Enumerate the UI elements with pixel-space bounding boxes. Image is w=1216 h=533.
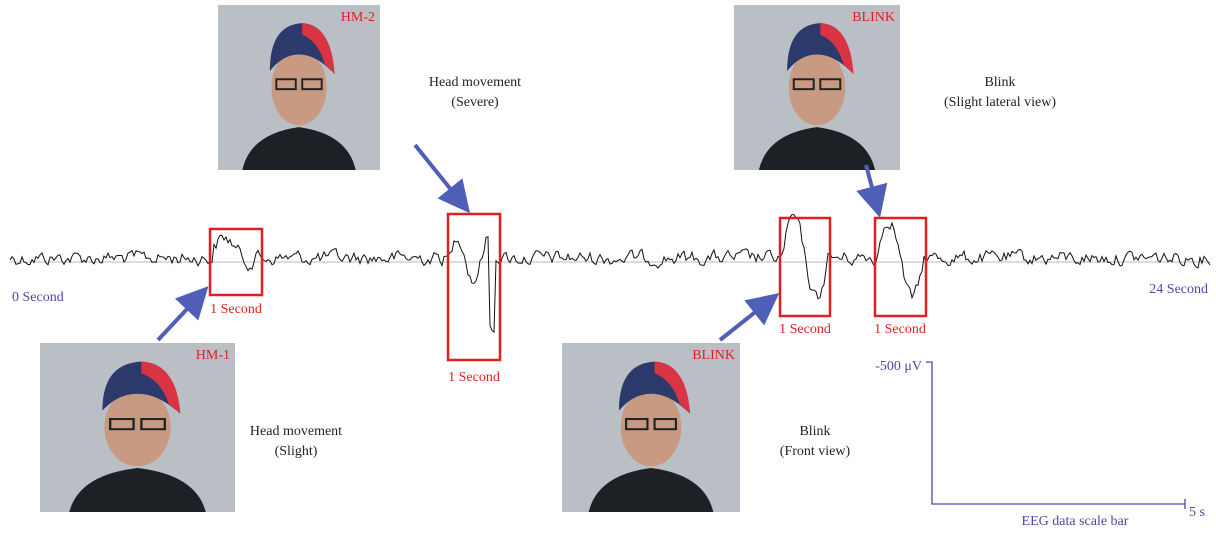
caption: (Slight) <box>275 444 318 459</box>
photo-label: HM-2 <box>341 10 375 25</box>
box-label: 1 Second <box>779 322 831 337</box>
caption: (Slight lateral view) <box>944 95 1056 110</box>
box-label: 1 Second <box>210 302 262 317</box>
time-label: 5 s <box>1189 505 1205 520</box>
photo <box>734 5 900 170</box>
eeg-trace <box>10 215 1210 333</box>
amplitude-label: -500 μV <box>875 359 922 374</box>
start-label: 0 Second <box>12 290 64 305</box>
caption: Head movement <box>250 424 342 439</box>
caption: Blink <box>799 424 830 439</box>
photo <box>218 5 380 170</box>
photo-label: BLINK <box>852 10 895 25</box>
scale-title: EEG data scale bar <box>1022 514 1129 529</box>
photo <box>40 343 235 512</box>
photo-label: BLINK <box>692 348 735 363</box>
box-label: 1 Second <box>874 322 926 337</box>
photo <box>562 343 740 512</box>
end-label: 24 Second <box>1149 282 1208 297</box>
caption: (Front view) <box>780 444 851 459</box>
box <box>780 218 830 316</box>
caption: (Severe) <box>451 95 499 110</box>
scale-bar <box>926 362 1185 504</box>
photo-label: HM-1 <box>196 348 230 363</box>
arrows <box>158 145 878 340</box>
box <box>448 214 500 360</box>
caption: Head movement <box>429 75 521 90</box>
figure: HM-2 BLINK HM-1 BLINK Head movement (Sev… <box>0 0 1216 533</box>
caption: Blink <box>984 75 1015 90</box>
box-label: 1 Second <box>448 370 500 385</box>
